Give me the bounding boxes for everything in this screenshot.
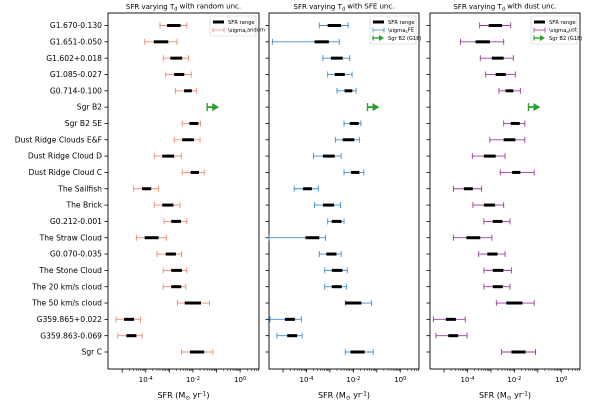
x-tick-label: 10-2 [346,376,360,384]
panel-title: SFR varying Td with dust unc. [453,2,556,12]
panel-title: SFR varying Td with random unc. [126,2,241,12]
chart-panel-2: SFR varying Td with SFE unc. 10-4 10-2 100 S… [265,2,422,402]
y-tick-label: Sgr B2 [77,103,102,112]
y-tick-label: The 20 km/s cloud [31,282,102,291]
x-tick-label: 10-2 [507,376,521,384]
chart-panel-3: SFR varying Td with dust unc. 10-4 10-2 100… [426,2,583,402]
legend-label: \sigmadust [549,27,577,34]
x-axis-label: SFR (M⊙ yr-1) [157,390,209,401]
x-tick-label: 100 [234,376,246,384]
y-tick-label: The Sailfish [57,184,102,193]
x-tick-label: 10-2 [186,376,200,384]
plot-frame [107,12,260,370]
y-tick-label: G0.714-0.100 [50,86,102,95]
legend-label: \sigmarandom [228,27,265,34]
x-tick-label: 100 [555,376,567,384]
legend-label: SFR range [228,20,255,26]
x-tick-label: 10-4 [139,376,153,384]
x-axis-label: SFR (M⊙ yr-1) [479,390,531,401]
legend-label: Sgr B2 (G18) [549,36,583,42]
x-tick-label: 10-4 [300,376,314,384]
lower-limit-arrow [533,103,541,112]
legend-label: SFR range [388,20,415,26]
y-tick-label: Dust Ridge Cloud C [28,168,102,177]
chart-panel-1: SFR varying Td with random unc. 10-4 10-2 1… [15,2,265,401]
legend-label: \sigmaSFE [388,27,414,34]
x-axis-label: SFR (M⊙ yr-1) [318,390,370,401]
y-tick-label: Dust Ridge Cloud D [28,152,102,161]
y-tick-label: G1.602+0.018 [46,54,102,63]
lower-limit-arrow [372,103,380,112]
y-tick-label: The Brick [65,201,102,210]
legend-label: SFR range [549,20,576,26]
y-tick-label: G1.085-0.027 [50,70,102,79]
panel-title: SFR varying Td with SFE unc. [294,2,395,12]
x-tick-label: 100 [394,376,406,384]
x-tick-label: 10-4 [461,376,475,384]
y-tick-label: Dust Ridge Clouds E&F [15,135,102,144]
plot-frame [429,12,581,370]
y-tick-label: G0.070-0.035 [50,250,102,259]
y-tick-label: G0.212-0.001 [50,217,102,226]
y-tick-label: G1.670-0.130 [50,21,102,30]
legend-handle-limit-arrow [379,35,384,41]
y-tick-label: Sgr B2 SE [65,119,102,128]
legend-label: Sgr B2 (G18) [388,36,422,42]
plot-frame [268,12,420,370]
y-tick-label: Sgr C [82,348,102,357]
lower-limit-arrow [212,103,220,112]
y-tick-label: The Straw Cloud [39,233,103,242]
y-tick-label: G359.865+0.022 [37,315,103,324]
y-tick-label: G1.651-0.050 [50,37,102,46]
y-tick-label: The 50 km/s cloud [31,299,102,308]
y-tick-label: The Stone Cloud [38,266,102,275]
y-tick-label: G359.863-0.069 [40,331,102,340]
legend-handle-limit-arrow [540,35,545,41]
